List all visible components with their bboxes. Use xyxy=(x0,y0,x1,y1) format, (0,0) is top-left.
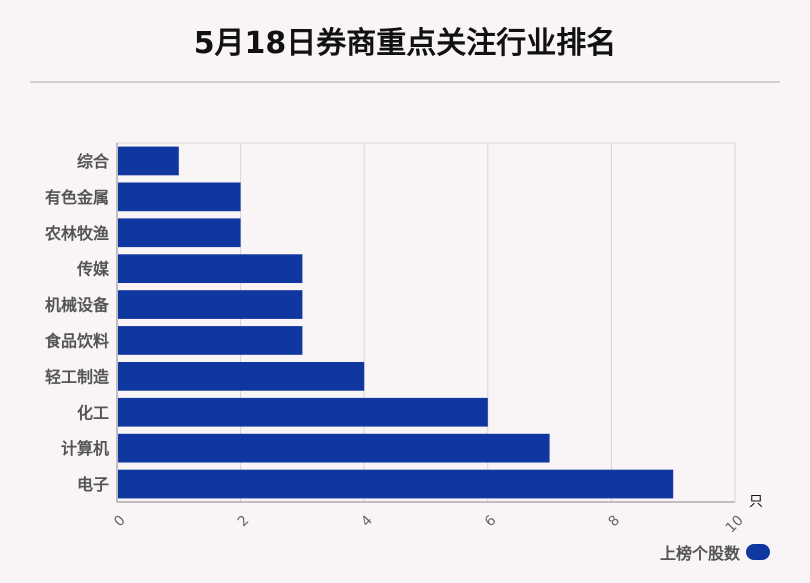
y-category-label: 有色金属 xyxy=(45,188,109,207)
legend-label: 上榜个股数 xyxy=(659,544,740,563)
y-category-label: 食品饮料 xyxy=(44,331,109,350)
bar xyxy=(118,146,179,176)
x-tick-label: 0 xyxy=(111,512,129,530)
y-category-label: 农林牧渔 xyxy=(44,224,109,243)
x-tick-label: 8 xyxy=(606,512,624,530)
y-category-label: 传媒 xyxy=(76,260,110,279)
x-tick-label: 4 xyxy=(358,512,376,530)
y-category-label: 机械设备 xyxy=(45,296,110,315)
y-category-label: 电子 xyxy=(77,475,109,494)
bar xyxy=(118,182,241,212)
bar xyxy=(118,469,674,499)
bar xyxy=(118,433,550,463)
bar xyxy=(118,397,488,427)
x-tick-label: 2 xyxy=(235,512,253,530)
y-category-label: 化工 xyxy=(77,403,109,422)
page-title: 5月18日券商重点关注行业排名 xyxy=(193,26,617,61)
bar xyxy=(118,254,303,284)
legend-swatch[interactable] xyxy=(746,544,770,560)
y-category-label: 综合 xyxy=(77,152,110,171)
title-divider xyxy=(30,81,780,83)
bar xyxy=(118,361,365,391)
x-unit-label: 只 xyxy=(749,494,763,510)
bar xyxy=(118,218,241,248)
bar xyxy=(118,326,303,355)
legend: 上榜个股数 xyxy=(660,540,770,564)
x-tick-label: 10 xyxy=(723,512,747,536)
x-tick-label: 6 xyxy=(482,512,500,530)
bar xyxy=(118,290,303,319)
y-category-label: 轻工制造 xyxy=(45,367,110,386)
y-category-label: 计算机 xyxy=(61,439,109,458)
